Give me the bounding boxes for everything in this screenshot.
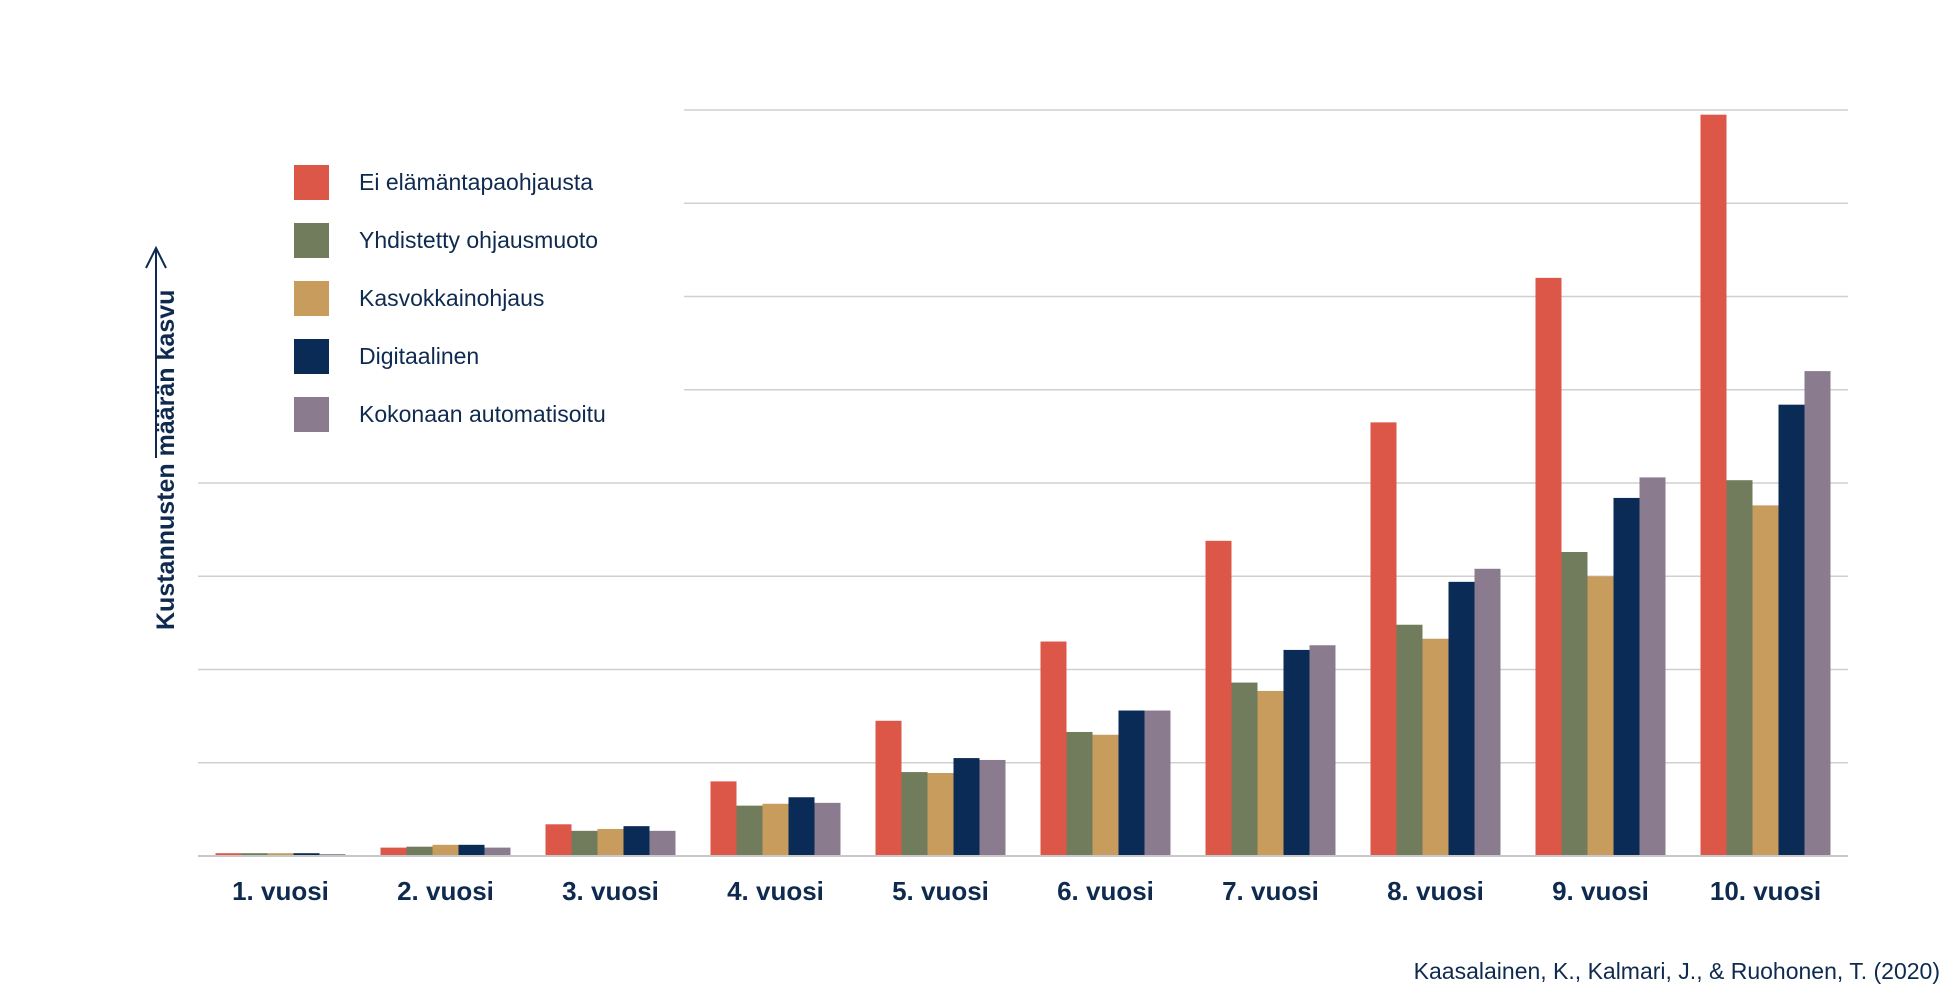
legend-swatch [294,164,329,200]
x-tick-label: 7. vuosi [1222,876,1319,906]
x-tick-label: 5. vuosi [892,876,989,906]
legend-item-kokonaan-automatisoitu: Kokonaan automatisoitu [294,396,606,432]
bar [953,758,980,856]
legend-label: Kasvokkainohjaus [359,284,545,311]
bar [380,847,407,856]
bar [623,826,650,856]
bar [927,773,954,856]
legend-swatch [294,396,329,432]
x-tick-label: 3. vuosi [562,876,659,906]
bar [710,781,737,856]
bar [1639,477,1666,856]
bar [1613,497,1640,856]
bar [406,846,433,856]
legend-item-ei-elamantapaohjausta: Ei elämäntapaohjausta [294,164,593,200]
bar [1778,404,1805,856]
legend-swatch [294,222,329,258]
bar [1535,277,1562,857]
x-tick-labels: 1. vuosi 2. vuosi 3. vuosi 4. vuosi 5. vuosi… [232,876,1821,906]
bar [1752,505,1779,856]
bar [1309,645,1336,856]
x-tick-label: 2. vuosi [397,876,494,906]
bar [1474,568,1501,856]
bar [215,853,242,856]
bar [597,828,624,856]
bar [1396,624,1423,856]
x-tick-label: 10. vuosi [1710,876,1821,906]
bar [1448,581,1475,856]
legend-label: Ei elämäntapaohjausta [359,168,593,195]
bar [1205,540,1232,856]
bar [1804,371,1831,856]
bar [432,844,459,856]
x-tick-label: 1. vuosi [232,876,329,906]
bar [484,847,511,856]
bar [1726,480,1753,856]
bar [1587,576,1614,856]
bar [458,844,485,856]
x-tick-label: 8. vuosi [1387,876,1484,906]
bar [1040,641,1067,856]
bar [241,853,268,856]
legend-label: Digitaalinen [359,342,480,369]
x-tick-label: 9. vuosi [1552,876,1649,906]
bar [875,720,902,856]
y-axis-label: Kustannusten määrän kasvu [152,289,180,630]
bar [1561,552,1588,856]
bars [215,114,1831,857]
bar [1700,114,1727,857]
bar [762,803,789,856]
bar [736,805,763,856]
bar [979,759,1006,856]
citation: Kaasalainen, K., Kalmari, J., & Ruohonen… [1413,958,1940,984]
legend-item-digitaalinen: Digitaalinen [294,338,479,374]
bar [293,853,320,856]
legend-item-kasvokkainohjaus: Kasvokkainohjaus [294,280,544,316]
bar [1144,710,1171,856]
bar [1092,734,1119,856]
bar [1422,638,1449,856]
bar [1118,710,1145,856]
x-tick-label: 4. vuosi [727,876,824,906]
bar [1066,731,1093,856]
legend-item-yhdistetty-ohjausmuoto: Yhdistetty ohjausmuoto [294,222,598,258]
bar [649,830,676,856]
bar [1370,422,1397,856]
bar [1283,649,1310,856]
legend-label: Yhdistetty ohjausmuoto [359,226,599,253]
bar [901,772,928,856]
legend-swatch [294,338,329,374]
bar [1231,682,1258,856]
bar [571,830,598,856]
bar [814,802,841,856]
bar [788,797,815,856]
legend-label: Kokonaan automatisoitu [359,400,606,427]
legend-swatch [294,280,329,316]
x-tick-label: 6. vuosi [1057,876,1154,906]
bar [267,853,294,856]
bar [545,824,572,856]
bar [1257,690,1284,856]
y-axis-arrow [145,245,167,458]
